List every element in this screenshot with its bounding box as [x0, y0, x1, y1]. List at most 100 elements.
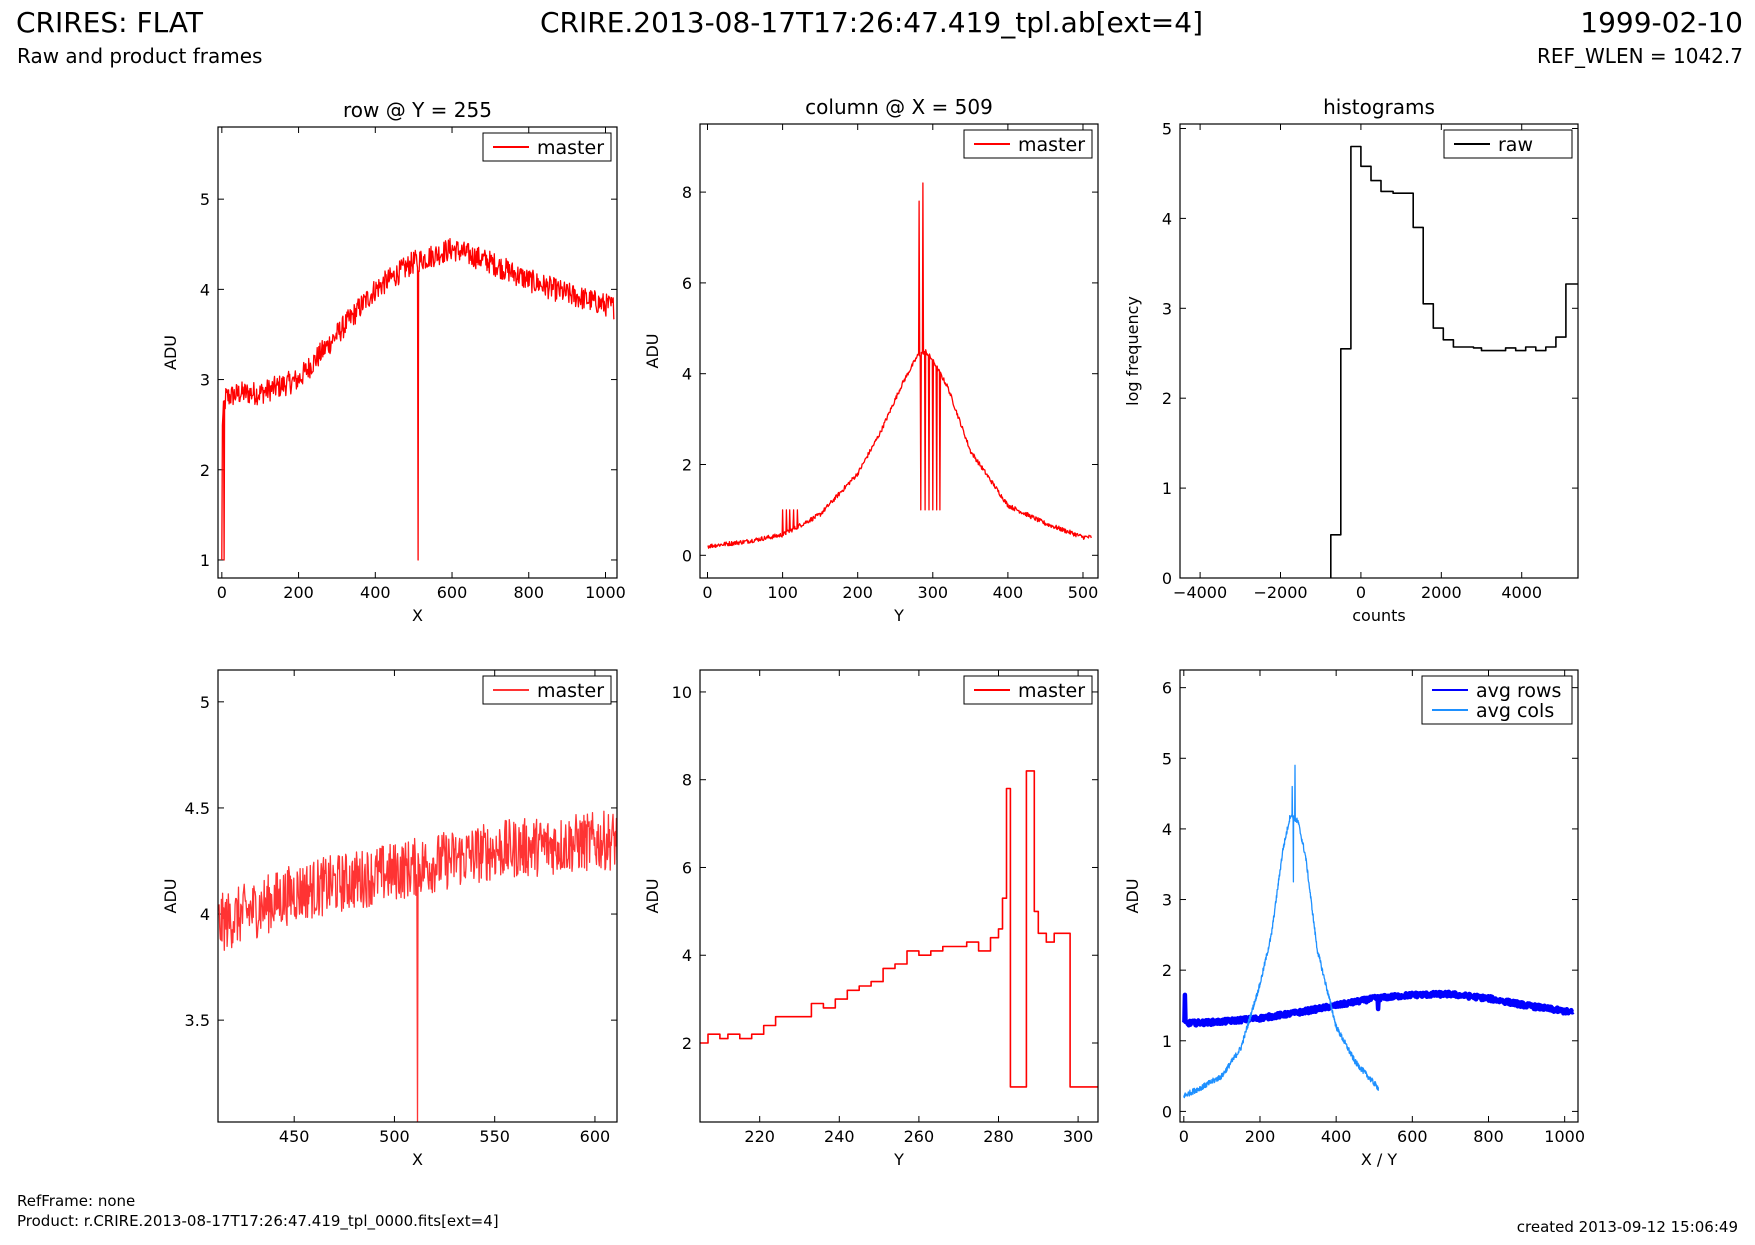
x-tick-label: 2000	[1421, 583, 1462, 602]
chart-title: histograms	[1323, 95, 1435, 119]
legend-label: master	[537, 680, 604, 702]
legend: master	[482, 675, 612, 705]
x-tick-label: 300	[1063, 1127, 1094, 1146]
y-tick-label: 3	[1162, 891, 1172, 910]
series-line	[1181, 989, 1576, 1028]
y-tick-label: 0	[1162, 1102, 1172, 1121]
chart-p5: Y ADU 220 240 260 280 300 2 4 6 8 10 master	[643, 669, 1099, 1169]
x-tick-label: 0	[1179, 1127, 1189, 1146]
x-tick-label: 280	[983, 1127, 1014, 1146]
series-line	[700, 770, 1098, 1088]
y-tick-label: 5	[1162, 119, 1172, 138]
x-tick-label: 550	[479, 1127, 510, 1146]
series-line	[707, 182, 1092, 549]
plot-frame	[699, 669, 1099, 1123]
y-axis-label: ADU	[161, 879, 180, 914]
x-tick-label: 800	[513, 583, 544, 602]
chart-p6: X / Y ADU 0 200 400 600 800 1000 0 1 2 3 4 5 6 avg rows…	[1123, 669, 1585, 1169]
x-tick-label: 240	[824, 1127, 855, 1146]
x-tick-label: −2000	[1253, 583, 1307, 602]
plot-frame	[217, 126, 618, 579]
series-line	[221, 238, 615, 561]
legend: master	[963, 675, 1093, 705]
series-line	[218, 810, 617, 1122]
y-tick-label: 0	[1162, 569, 1172, 588]
x-tick-label: 300	[918, 583, 949, 602]
x-tick-label: 260	[904, 1127, 935, 1146]
x-tick-label: 400	[993, 583, 1024, 602]
series-line	[1183, 764, 1380, 1099]
plot-frame	[1179, 669, 1579, 1123]
y-tick-label: 6	[1162, 679, 1172, 698]
y-axis-label: ADU	[1123, 879, 1142, 914]
created-label: created 2013-09-12 15:06:49	[1516, 1218, 1738, 1236]
x-tick-label: 1000	[585, 583, 626, 602]
plot-frame	[1179, 123, 1579, 579]
x-tick-label: 400	[360, 583, 391, 602]
x-tick-label: 0	[1356, 583, 1366, 602]
y-tick-label: 1	[1162, 1032, 1172, 1051]
y-tick-label: 2	[682, 1034, 692, 1053]
y-tick-label: 4	[1162, 820, 1172, 839]
x-tick-label: 100	[767, 583, 798, 602]
x-tick-label: 4000	[1501, 583, 1542, 602]
x-tick-label: 500	[379, 1127, 410, 1146]
y-tick-label: 4.5	[185, 799, 210, 818]
x-tick-label: 200	[283, 583, 314, 602]
chart-p3: histograms counts log frequency −4000 −2000 0…	[1123, 95, 1579, 625]
y-tick-label: 1	[200, 551, 210, 570]
x-tick-label: 220	[744, 1127, 775, 1146]
title: CRIRES: FLAT	[16, 6, 203, 39]
x-tick-label: 600	[437, 583, 468, 602]
x-axis-label: X / Y	[1361, 1150, 1398, 1169]
chart-title: column @ X = 509	[805, 95, 993, 119]
x-tick-label: −4000	[1173, 583, 1227, 602]
y-tick-label: 4	[682, 946, 692, 965]
x-tick-label: 200	[842, 583, 873, 602]
y-tick-label: 5	[200, 190, 210, 209]
y-tick-label: 8	[682, 771, 692, 790]
x-tick-label: 400	[1321, 1127, 1352, 1146]
x-tick-label: 200	[1245, 1127, 1276, 1146]
y-tick-label: 3	[200, 371, 210, 390]
legend-label: master	[537, 137, 604, 159]
y-tick-label: 3.5	[185, 1011, 210, 1030]
x-axis-label: counts	[1352, 606, 1405, 625]
x-tick-label: 0	[217, 583, 227, 602]
plot-frame	[699, 123, 1099, 579]
y-axis-label: ADU	[643, 334, 662, 369]
x-tick-label: 600	[1397, 1127, 1428, 1146]
plot-frame	[217, 669, 618, 1123]
legend-label: raw	[1498, 134, 1533, 156]
legend: master	[963, 129, 1093, 159]
x-tick-label: 800	[1473, 1127, 1504, 1146]
y-axis-label: log frequency	[1123, 296, 1142, 406]
legend-label: avg cols	[1476, 700, 1554, 722]
x-tick-label: 500	[1068, 583, 1099, 602]
y-axis-label: ADU	[161, 335, 180, 370]
y-tick-label: 2	[200, 461, 210, 480]
y-tick-label: 4	[200, 280, 210, 299]
frame-filename: CRIRE.2013-08-17T17:26:47.419_tpl.ab[ext…	[540, 6, 1204, 39]
y-tick-label: 5	[1162, 749, 1172, 768]
x-tick-label: 600	[580, 1127, 611, 1146]
ref-wlen: REF_WLEN = 1042.7	[1536, 44, 1743, 68]
y-tick-label: 2	[1162, 961, 1172, 980]
legend-label: master	[1018, 680, 1085, 702]
y-tick-label: 3	[1162, 299, 1172, 318]
y-tick-label: 4	[1162, 209, 1172, 228]
x-axis-label: X	[412, 1150, 423, 1169]
y-tick-label: 5	[200, 693, 210, 712]
y-tick-label: 10	[672, 683, 692, 702]
y-tick-label: 6	[682, 274, 692, 293]
y-tick-label: 0	[682, 546, 692, 565]
y-tick-label: 4	[682, 365, 692, 384]
y-tick-label: 1	[1162, 479, 1172, 498]
chart-p4: X ADU 450 500 550 600 3.5 4 4.5 5 master	[161, 669, 618, 1169]
x-axis-label: Y	[893, 606, 904, 625]
y-tick-label: 6	[682, 858, 692, 877]
date: 1999-02-10	[1580, 6, 1743, 39]
legend-label: avg rows	[1476, 680, 1561, 702]
x-tick-label: 0	[702, 583, 712, 602]
